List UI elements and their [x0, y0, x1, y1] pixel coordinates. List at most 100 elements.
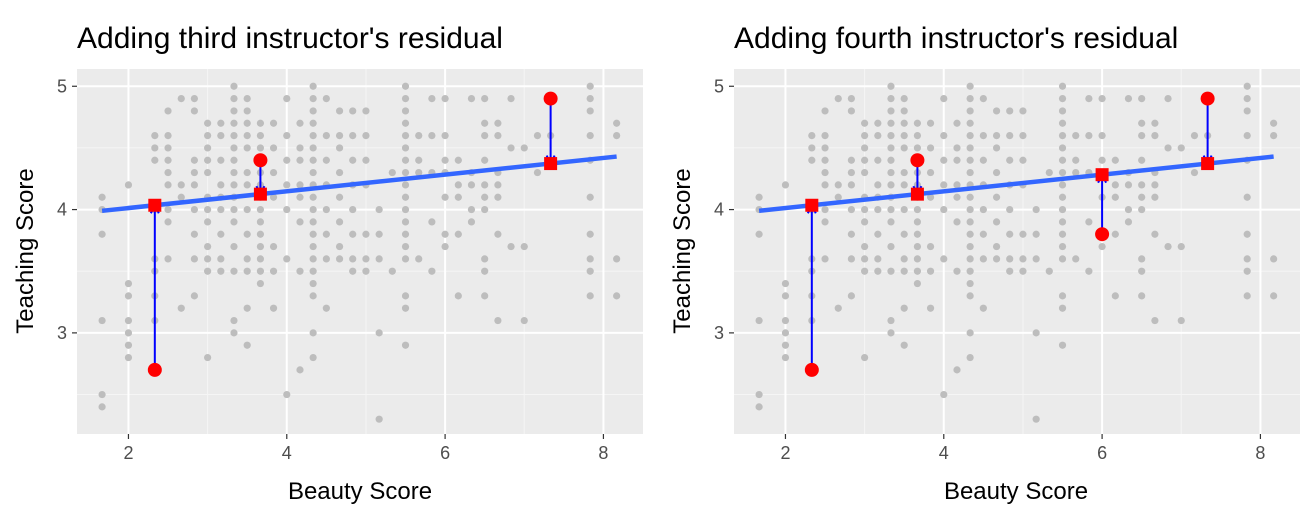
data-point — [586, 131, 594, 140]
data-point — [900, 144, 908, 152]
data-point — [874, 230, 882, 238]
data-point — [309, 230, 317, 238]
observed-point-marker — [253, 153, 268, 168]
data-point — [98, 230, 106, 238]
data-point — [454, 156, 462, 164]
data-point — [217, 255, 225, 263]
data-point — [243, 205, 251, 214]
data-point — [217, 267, 225, 275]
data-point — [243, 255, 251, 263]
data-point — [269, 304, 278, 312]
data-point — [309, 218, 317, 226]
data-point — [953, 119, 961, 127]
fitted-point-marker — [148, 198, 162, 212]
data-point — [781, 181, 790, 189]
data-point — [441, 131, 449, 140]
data-point — [494, 181, 502, 189]
data-point — [190, 255, 198, 263]
data-point — [1151, 131, 1159, 140]
data-point — [494, 119, 502, 127]
data-point — [966, 267, 974, 275]
data-point — [1032, 329, 1040, 337]
data-point — [467, 205, 476, 214]
data-point — [256, 279, 265, 288]
data-point — [309, 156, 317, 164]
data-point — [243, 94, 251, 103]
data-point — [1151, 181, 1159, 189]
data-point — [296, 193, 304, 201]
data-point — [243, 119, 251, 127]
data-point — [586, 193, 594, 201]
data-point — [966, 156, 974, 164]
data-point — [1058, 181, 1067, 189]
data-point — [533, 131, 542, 140]
data-point — [98, 193, 106, 201]
y-tick-label: 3 — [57, 323, 67, 343]
data-point — [204, 267, 212, 275]
data-point — [454, 292, 462, 300]
data-point — [1006, 205, 1014, 214]
data-point — [349, 205, 357, 214]
data-point — [230, 329, 238, 337]
observed-point-marker — [804, 362, 819, 377]
data-point — [190, 94, 198, 103]
data-point — [322, 156, 330, 164]
data-point — [230, 242, 238, 251]
data-point — [467, 94, 476, 103]
data-point — [1243, 267, 1251, 275]
data-point — [1072, 156, 1080, 164]
plot-background — [77, 69, 643, 434]
data-point — [1085, 131, 1093, 140]
data-point — [1190, 168, 1199, 177]
data-point — [1270, 131, 1278, 140]
data-point — [1124, 181, 1133, 189]
data-point — [164, 205, 172, 214]
data-point — [454, 193, 462, 201]
data-point — [847, 292, 855, 300]
data-point — [755, 316, 763, 325]
data-point — [481, 255, 489, 263]
data-point — [861, 144, 869, 152]
data-point — [1124, 205, 1133, 214]
observed-point-marker — [1095, 227, 1110, 242]
data-point — [586, 230, 594, 238]
data-point — [887, 107, 895, 115]
data-point — [428, 267, 436, 275]
data-point — [481, 119, 489, 127]
data-point — [966, 94, 974, 103]
data-point — [940, 255, 948, 263]
data-point — [913, 119, 922, 127]
chart-title: Adding third instructor's residual — [77, 22, 503, 55]
data-point — [481, 292, 489, 300]
data-point — [992, 131, 1001, 140]
data-point — [230, 267, 238, 275]
data-point — [926, 242, 935, 251]
regression-line-group — [101, 154, 617, 214]
data-point — [1098, 242, 1106, 251]
data-point — [861, 267, 869, 275]
data-point — [256, 205, 265, 214]
data-point — [821, 181, 829, 189]
data-point — [781, 292, 790, 300]
data-point — [204, 353, 212, 362]
data-point — [243, 168, 251, 177]
data-point — [913, 267, 922, 275]
data-point — [900, 94, 908, 103]
data-point — [1138, 255, 1146, 263]
data-point — [1019, 267, 1027, 275]
data-point — [362, 131, 370, 140]
data-point — [401, 107, 410, 115]
data-point — [335, 255, 344, 263]
data-point — [217, 156, 225, 164]
data-point — [375, 230, 383, 238]
data-point — [613, 292, 621, 300]
data-point — [309, 193, 317, 201]
data-point — [834, 181, 842, 189]
data-point — [1019, 107, 1027, 115]
data-point — [243, 107, 251, 115]
data-point — [1006, 107, 1014, 115]
data-point — [755, 193, 763, 201]
data-point — [322, 205, 330, 214]
data-point — [1138, 119, 1146, 127]
data-point — [1058, 168, 1067, 177]
